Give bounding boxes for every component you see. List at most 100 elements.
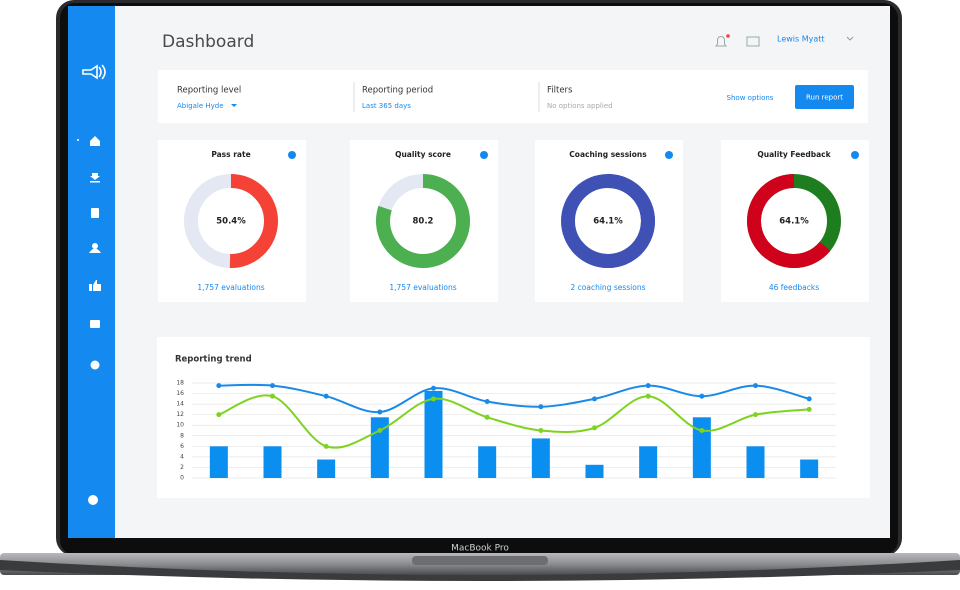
bar bbox=[478, 446, 497, 478]
filter-label: Reporting level bbox=[177, 86, 241, 96]
nav-screen[interactable] bbox=[90, 320, 100, 328]
line-point bbox=[753, 412, 758, 418]
line-point bbox=[592, 396, 597, 402]
line-point bbox=[323, 393, 329, 399]
line-point bbox=[216, 412, 222, 418]
line-point bbox=[484, 414, 490, 420]
y-tick-label: 0 bbox=[180, 475, 184, 482]
y-tick-label: 10 bbox=[176, 422, 184, 429]
nav-help[interactable] bbox=[88, 495, 98, 505]
donut-arc bbox=[571, 174, 655, 268]
y-tick-label: 6 bbox=[180, 443, 184, 450]
show-options-link[interactable]: Show options bbox=[727, 94, 774, 102]
bar bbox=[317, 459, 336, 478]
user-menu-chevron[interactable] bbox=[846, 36, 854, 41]
filter-bar bbox=[158, 70, 868, 123]
donut-arc bbox=[747, 174, 831, 268]
y-tick-label: 14 bbox=[176, 401, 184, 408]
filter-value[interactable]: Abigale Hyde bbox=[177, 102, 224, 110]
line-point bbox=[699, 428, 705, 433]
line-point bbox=[377, 428, 383, 433]
filter-label: Filters bbox=[547, 86, 573, 96]
page-title: Dashboard bbox=[162, 32, 254, 52]
sidebar bbox=[68, 6, 115, 538]
metric-card bbox=[535, 140, 683, 302]
line-point bbox=[270, 383, 275, 389]
logo[interactable] bbox=[82, 64, 106, 80]
card-footer[interactable]: 1,757 evaluations bbox=[389, 283, 456, 292]
y-tick-label: 12 bbox=[176, 411, 184, 418]
bar bbox=[424, 390, 443, 478]
trend-title: Reporting trend bbox=[175, 355, 252, 365]
y-tick-label: 8 bbox=[180, 432, 184, 439]
line-point bbox=[270, 393, 275, 399]
dropdown-caret[interactable] bbox=[231, 104, 237, 107]
line-point bbox=[377, 409, 383, 415]
card-footer[interactable]: 2 coaching sessions bbox=[571, 283, 646, 292]
device-name: MacBook Pro bbox=[451, 544, 509, 554]
metric-card bbox=[350, 140, 498, 302]
bar bbox=[800, 459, 819, 478]
line-point bbox=[216, 383, 222, 389]
gift-icon[interactable] bbox=[746, 36, 760, 47]
line-point bbox=[806, 396, 812, 402]
line-point bbox=[753, 383, 758, 389]
trend-line bbox=[218, 383, 810, 414]
line-point bbox=[645, 383, 651, 389]
donut-arc bbox=[376, 174, 470, 268]
donut-value: 64.1% bbox=[593, 217, 623, 227]
nav-feedback[interactable] bbox=[89, 280, 101, 291]
info-icon[interactable] bbox=[480, 151, 488, 159]
card-title: Pass rate bbox=[211, 150, 250, 159]
active-indicator bbox=[77, 139, 79, 141]
donut-value: 64.1% bbox=[779, 217, 809, 227]
notification-bell[interactable] bbox=[715, 36, 727, 47]
line-point bbox=[538, 404, 544, 410]
bar bbox=[692, 417, 711, 478]
run-report-button[interactable] bbox=[795, 85, 854, 109]
y-tick-label: 18 bbox=[176, 380, 184, 387]
filter-label: Reporting period bbox=[362, 86, 433, 96]
bar bbox=[209, 446, 228, 478]
line-point bbox=[431, 385, 436, 391]
nav-settings[interactable] bbox=[90, 360, 100, 370]
line-point bbox=[806, 406, 812, 412]
line-point bbox=[323, 443, 329, 449]
laptop-notch bbox=[412, 556, 548, 565]
info-icon[interactable] bbox=[288, 151, 296, 159]
metric-card bbox=[721, 140, 869, 302]
y-tick-label: 4 bbox=[180, 453, 184, 460]
line-point bbox=[699, 393, 705, 399]
card-title: Quality Feedback bbox=[757, 150, 831, 159]
user-name[interactable]: Lewis Myatt bbox=[777, 35, 825, 44]
card-footer[interactable]: 46 feedbacks bbox=[769, 283, 819, 292]
laptop-base-edge bbox=[0, 560, 960, 581]
sidebar-icons bbox=[77, 64, 106, 505]
card-title: Coaching sessions bbox=[569, 150, 647, 159]
bar bbox=[263, 446, 282, 478]
nav-home[interactable] bbox=[90, 136, 100, 146]
line-point bbox=[484, 398, 490, 404]
notification-dot bbox=[726, 34, 730, 38]
y-tick-label: 16 bbox=[176, 390, 184, 397]
metric-card bbox=[158, 140, 306, 302]
line-point bbox=[645, 393, 651, 399]
line-point bbox=[431, 396, 436, 402]
card-title: Quality score bbox=[395, 150, 451, 159]
info-icon[interactable] bbox=[851, 151, 859, 159]
nav-team[interactable] bbox=[89, 243, 101, 253]
nav-clipboard[interactable] bbox=[91, 208, 99, 218]
line-point bbox=[592, 425, 597, 431]
run-report-label[interactable]: Run report bbox=[806, 94, 843, 102]
bar bbox=[639, 446, 658, 478]
bar bbox=[746, 446, 765, 478]
card-footer[interactable]: 1,757 evaluations bbox=[197, 283, 264, 292]
info-icon[interactable] bbox=[665, 151, 673, 159]
filter-value[interactable]: Last 365 days bbox=[362, 102, 411, 110]
y-tick-label: 2 bbox=[180, 464, 184, 471]
bar bbox=[585, 464, 604, 478]
filter-value: No options applied bbox=[547, 102, 613, 110]
nav-download[interactable] bbox=[90, 173, 100, 183]
bar bbox=[531, 438, 550, 478]
